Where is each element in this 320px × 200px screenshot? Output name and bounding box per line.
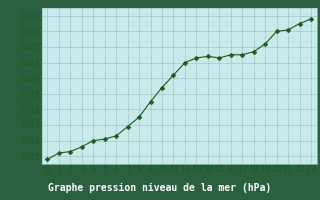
Text: Graphe pression niveau de la mer (hPa): Graphe pression niveau de la mer (hPa) bbox=[48, 183, 272, 193]
